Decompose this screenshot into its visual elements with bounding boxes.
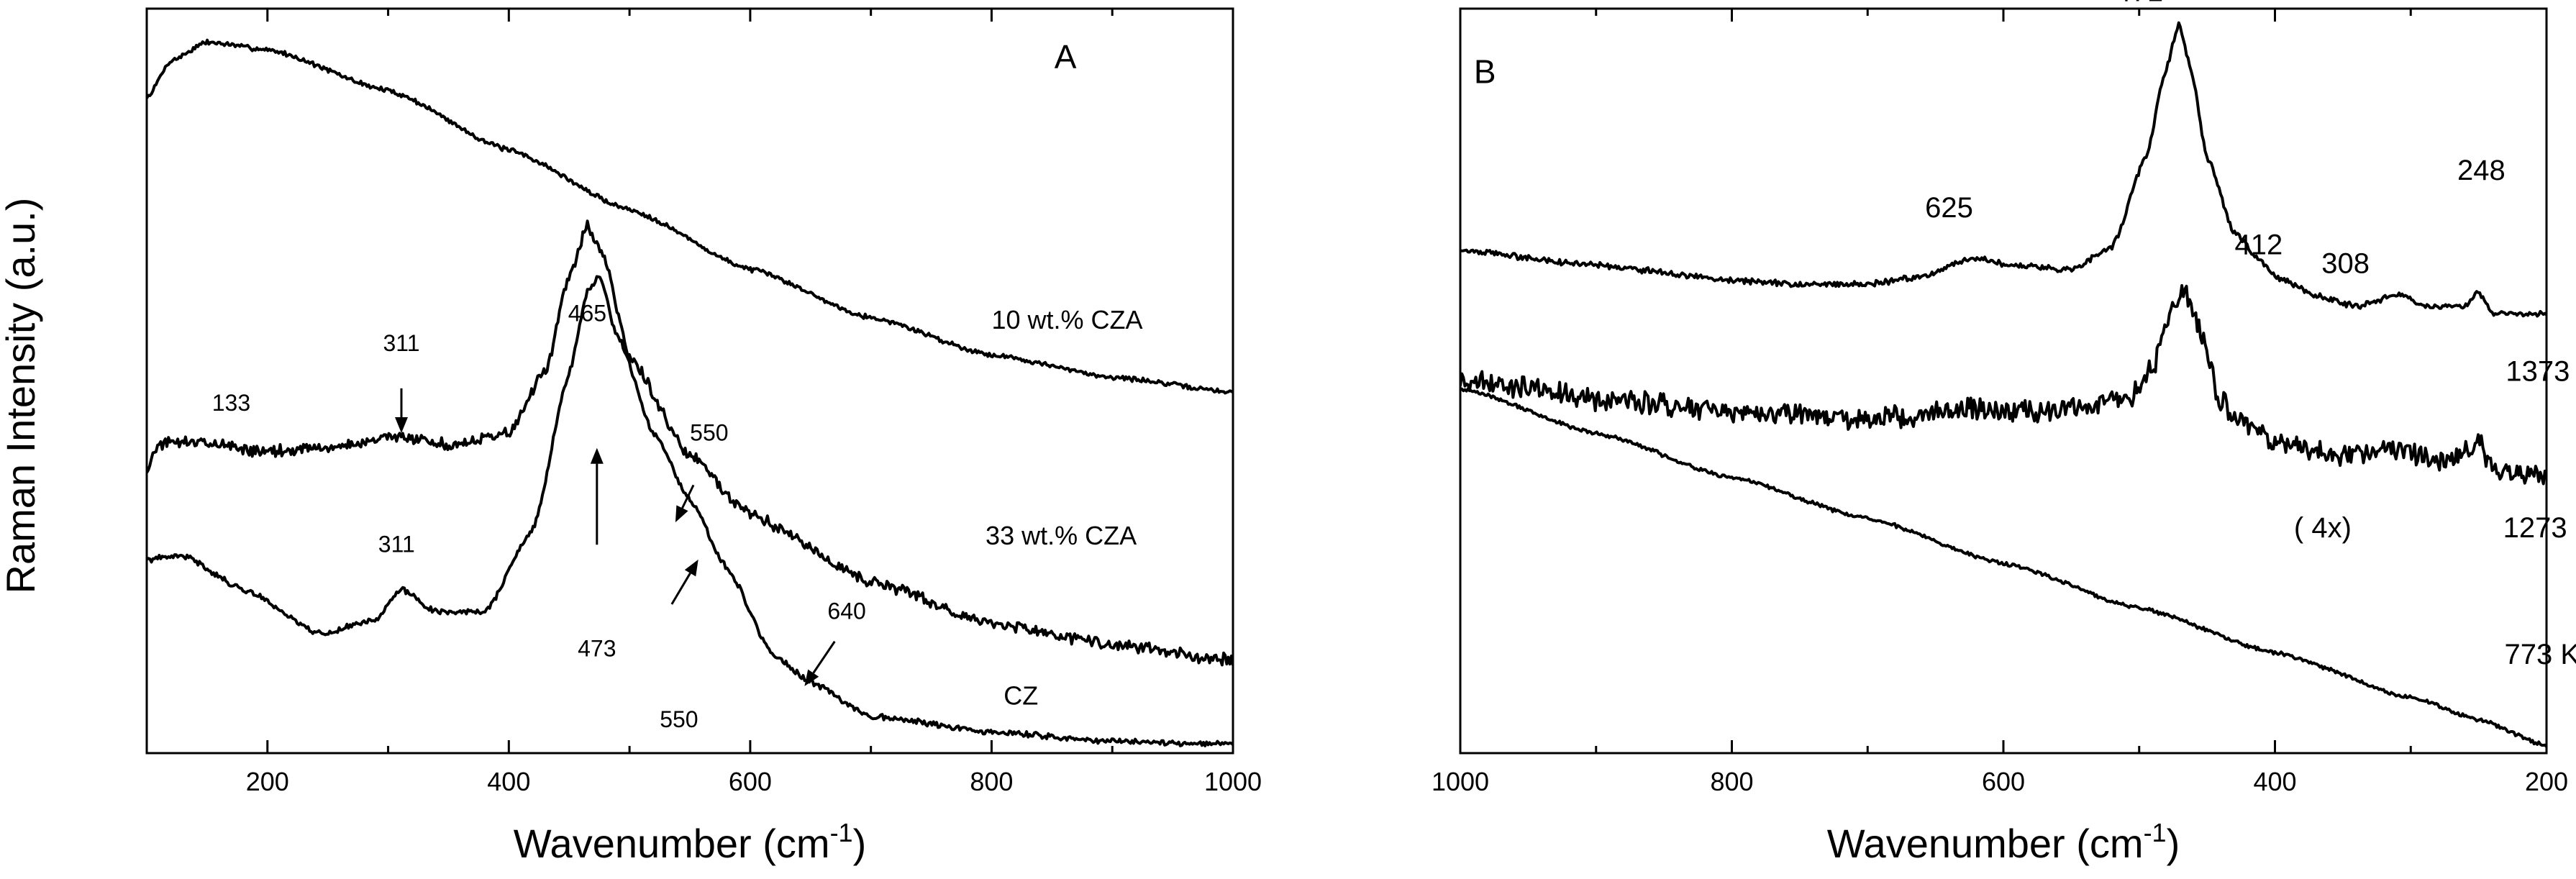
peak-label: 471 bbox=[2115, 0, 2163, 8]
series-label: ( 4x) bbox=[2294, 512, 2352, 544]
x-axis-title-superscript: -1 bbox=[830, 818, 853, 847]
annotation-arrow bbox=[670, 559, 698, 605]
x-tick-label: 200 bbox=[2525, 767, 2568, 796]
series-line-0 bbox=[147, 38, 1233, 395]
annotation-arrow bbox=[804, 640, 836, 686]
annotation-arrow bbox=[590, 447, 604, 545]
series-line-0 bbox=[1460, 21, 2547, 318]
y-axis-title-text: Raman Intensity (a.u.) bbox=[0, 198, 43, 594]
panel-a: 200 400 600 800 1000 Wavenumber (cm-1) 10 wt.%… bbox=[145, 7, 1262, 866]
x-axis-title-superscript: -1 bbox=[2144, 818, 2167, 847]
peak-label: 311 bbox=[383, 330, 420, 356]
x-axis-title: Wavenumber (cm-1) bbox=[1827, 818, 2180, 866]
x-tick-label: 400 bbox=[2253, 767, 2296, 796]
series-line-1 bbox=[1460, 284, 2547, 486]
plot-frame bbox=[1459, 7, 2548, 755]
panel-letter: A bbox=[1055, 38, 1077, 76]
series-line-2 bbox=[147, 275, 1233, 747]
annotation-arrow bbox=[395, 388, 408, 433]
series-label: CZ bbox=[1003, 681, 1038, 711]
peak-label: 133 bbox=[212, 390, 250, 416]
x-tick-label: 600 bbox=[729, 767, 772, 796]
x-axis-title-close: ) bbox=[853, 821, 867, 866]
peak-label: 473 bbox=[578, 635, 616, 661]
x-tick-label: 800 bbox=[1710, 767, 1753, 796]
series-label: 1373 K bbox=[2506, 356, 2576, 388]
series-label: 1273 K bbox=[2503, 512, 2576, 544]
peak-label: 248 bbox=[2457, 155, 2506, 186]
series-line-2 bbox=[1460, 387, 2547, 748]
series-group bbox=[147, 38, 1233, 747]
annotation-arrow bbox=[675, 484, 695, 523]
x-axis-title: Wavenumber (cm-1) bbox=[514, 818, 866, 866]
plot-frame bbox=[145, 7, 1234, 755]
y-axis-title: Raman Intensity (a.u.) bbox=[0, 198, 43, 594]
peak-label: 625 bbox=[1925, 192, 1973, 224]
x-axis-title-main: Wavenumber (cm bbox=[514, 821, 830, 866]
peak-label: 550 bbox=[690, 419, 728, 445]
x-tick-label: 600 bbox=[1982, 767, 2025, 796]
series-group bbox=[1460, 21, 2547, 748]
peak-label: 412 bbox=[2234, 229, 2283, 261]
peak-label: 640 bbox=[827, 598, 865, 624]
panel-letter: B bbox=[1474, 53, 1496, 91]
x-tick-label: 1000 bbox=[1204, 767, 1262, 796]
peak-label: 308 bbox=[2321, 247, 2370, 279]
x-tick-label: 1000 bbox=[1432, 767, 1489, 796]
series-label: 10 wt.% CZA bbox=[991, 305, 1142, 334]
peak-label: 465 bbox=[568, 301, 606, 327]
peak-label: 311 bbox=[378, 532, 415, 557]
series-label: 773 K bbox=[2504, 639, 2576, 670]
x-axis-title-main: Wavenumber (cm bbox=[1827, 821, 2144, 866]
x-tick-label: 400 bbox=[487, 767, 530, 796]
panel-b: 1000 800 600 400 200 Wavenumber (cm-1) 1373 K (… bbox=[1432, 0, 2576, 866]
series-label: 33 wt.% CZA bbox=[986, 521, 1137, 550]
series-line-1 bbox=[147, 219, 1233, 667]
x-axis-title-close: ) bbox=[2167, 821, 2180, 866]
x-tick-label: 800 bbox=[970, 767, 1013, 796]
x-tick-label: 200 bbox=[246, 767, 289, 796]
peak-label: 550 bbox=[660, 706, 698, 732]
